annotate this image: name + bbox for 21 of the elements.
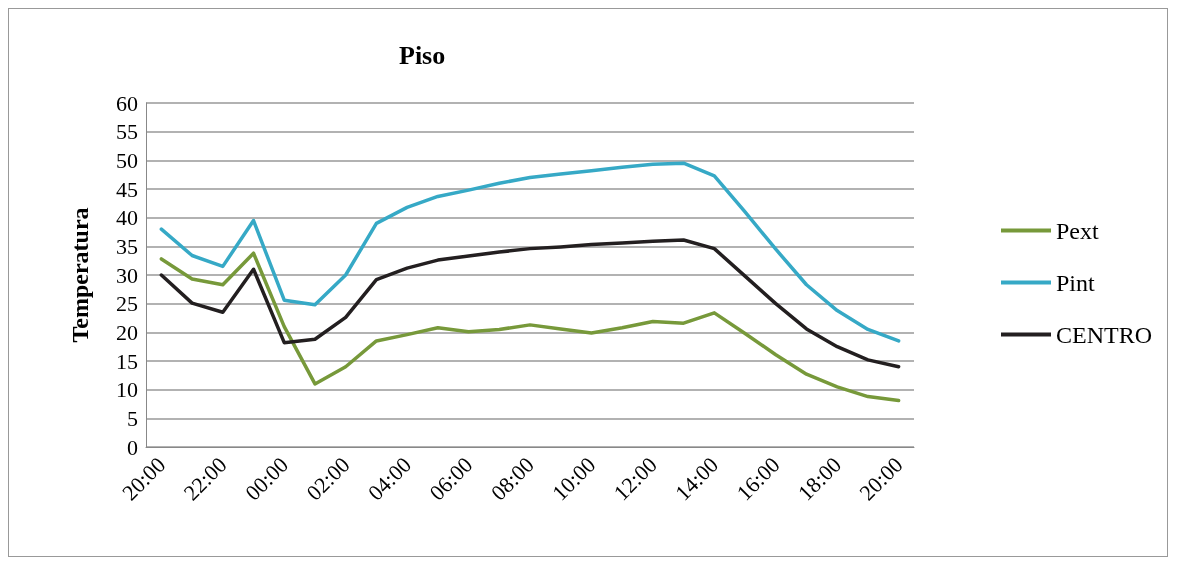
y-axis-title: Temperatura: [67, 207, 93, 343]
legend-label: Pint: [1056, 269, 1096, 296]
y-tick-label: 25: [116, 291, 138, 317]
legend-label: CENTRO: [1056, 321, 1152, 348]
legend-label: Pext: [1056, 217, 1099, 244]
y-tick-label: 50: [116, 147, 138, 173]
y-tick-label: 35: [116, 233, 138, 259]
y-tick-label: 30: [116, 262, 138, 288]
y-tick-label: 0: [127, 434, 138, 460]
y-tick-label: 5: [127, 405, 138, 431]
line-series: [159, 251, 901, 403]
y-tick-label: 15: [116, 348, 138, 374]
chart-title: Piso: [399, 40, 446, 70]
line-series: [159, 238, 901, 369]
y-tick-label: 40: [116, 205, 138, 231]
y-tick-label: 10: [116, 377, 138, 403]
y-tick-label: 20: [116, 319, 138, 345]
y-tick-label: 45: [116, 176, 138, 202]
line-series: [159, 161, 901, 343]
y-tick-label: 60: [116, 90, 138, 116]
y-tick-label: 55: [116, 119, 138, 145]
